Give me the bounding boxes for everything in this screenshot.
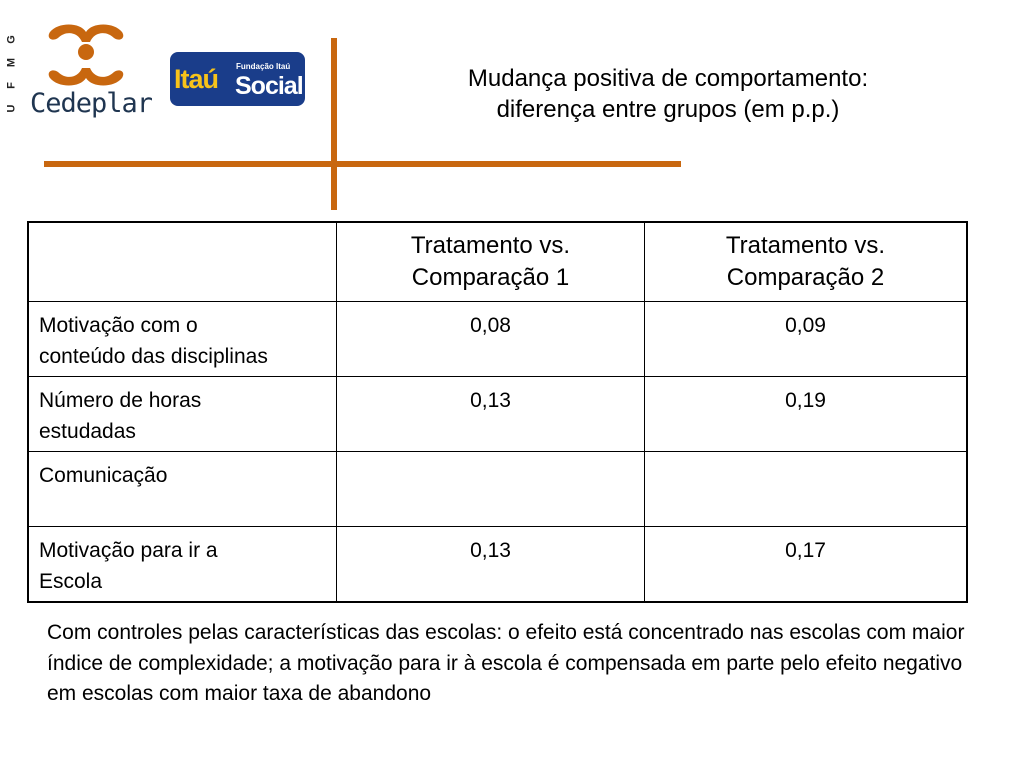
row-label-line: Comunicação [39, 464, 168, 487]
slide-title: Mudança positiva de comportamento: difer… [398, 63, 938, 125]
value-cell: 0,13 [336, 376, 645, 452]
value-cell [336, 451, 645, 527]
row-label: Número de horas estudadas [27, 376, 337, 452]
value-cell: 0,13 [336, 526, 645, 603]
table-row: Motivação para ir a Escola 0,13 0,17 [27, 526, 968, 603]
title-line: Mudança positiva de comportamento: [467, 65, 869, 92]
itau-social-wordmark: Social [235, 72, 304, 100]
row-label-line: conteúdo das disciplinas [39, 345, 268, 368]
value-cell [644, 451, 968, 527]
ufmg-letter: U [5, 104, 18, 113]
footnote-text: Com controles pelas características das … [47, 621, 965, 705]
cedeplar-wordmark: Cedeplar [30, 88, 153, 119]
table-row: Comunicação [27, 451, 968, 527]
table-header-row: Tratamento vs. Comparação 1 Tratamento v… [27, 221, 968, 302]
value-cell: 0,19 [644, 376, 968, 452]
ufmg-logo: G M F U [6, 28, 25, 120]
row-label: Motivação para ir a Escola [27, 526, 337, 603]
ufmg-letter: F [5, 82, 18, 89]
row-label: Motivação com o conteúdo das disciplinas [27, 301, 337, 377]
header-cell: Tratamento vs. Comparação 2 [644, 221, 968, 302]
header-line: Comparação 1 [411, 264, 570, 291]
row-label-line: estudadas [39, 420, 136, 443]
table-row: Motivação com o conteúdo das disciplinas… [27, 301, 968, 377]
row-label: Comunicação [27, 451, 337, 527]
header-line: Tratamento vs. [410, 232, 571, 259]
row-label-line: Motivação com o [39, 314, 198, 337]
itau-subtitle: Fundação Itaú [236, 62, 291, 71]
ufmg-letter: M [5, 57, 18, 68]
header-empty-cell [27, 221, 337, 302]
row-label-line: Escola [39, 570, 103, 593]
itau-social-logo: Itaú Fundação Itaú Social [170, 52, 305, 106]
header-line: Tratamento vs. [725, 232, 886, 259]
vertical-divider [331, 38, 337, 210]
itau-wordmark: Itaú [174, 64, 219, 94]
header-line: Comparação 2 [726, 264, 885, 291]
results-table: Tratamento vs. Comparação 1 Tratamento v… [27, 221, 968, 603]
value-cell: 0,17 [644, 526, 968, 603]
horizontal-divider [44, 161, 681, 167]
ufmg-letter: G [5, 35, 18, 44]
value-cell: 0,09 [644, 301, 968, 377]
title-line: diferença entre grupos (em p.p.) [496, 96, 840, 123]
row-label-line: Motivação para ir a [39, 539, 218, 562]
cedeplar-emblem-icon [48, 24, 124, 86]
table-row: Número de horas estudadas 0,13 0,19 [27, 376, 968, 452]
header-cell: Tratamento vs. Comparação 1 [336, 221, 645, 302]
value-cell: 0,08 [336, 301, 645, 377]
row-label-line: Número de horas [39, 389, 202, 412]
